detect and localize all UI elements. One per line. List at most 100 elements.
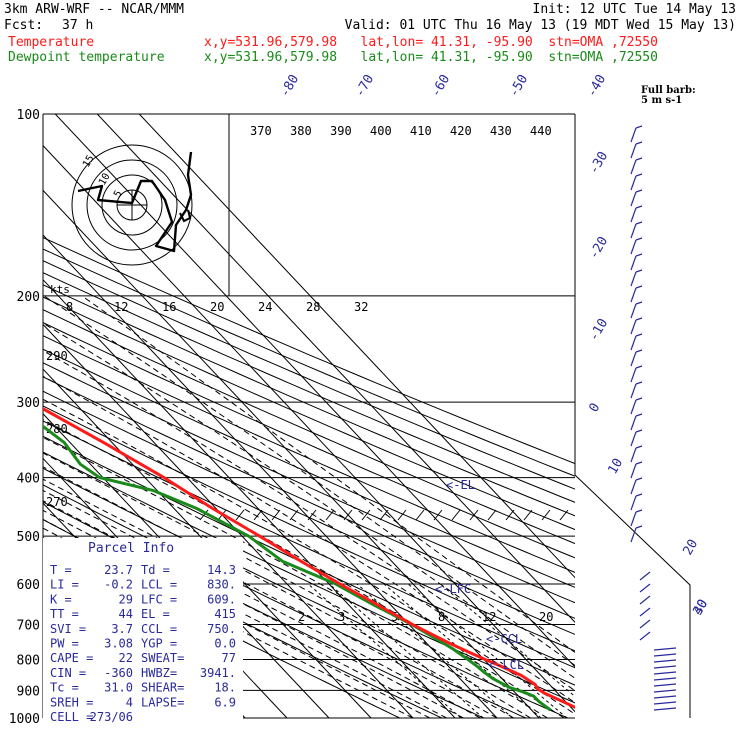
valid-time: Valid: 01 UTC Thu 16 May 13 (19 MDT Wed … — [344, 18, 736, 33]
isotherm — [43, 144, 575, 713]
parcel-marker-lcl: <-LCL — [488, 658, 524, 672]
pressure-tick-label: 700 — [17, 618, 40, 633]
hatch-tick — [559, 509, 569, 521]
wind-barb-flag — [635, 253, 643, 257]
isotherm-label: -10 — [586, 316, 611, 344]
hatch-tick — [379, 509, 389, 521]
wind-barb — [653, 695, 677, 699]
hodograph-ring — [71, 144, 193, 266]
theta-label: 390 — [330, 124, 352, 138]
parcel-marker-ccl: <-CCL — [486, 632, 522, 646]
parcel-row-value: 3.7 — [111, 622, 133, 636]
dry-adiabat — [43, 348, 575, 588]
wind-barb — [630, 319, 637, 335]
isotherm-label: 10 — [605, 456, 626, 477]
mixing-ratio-line — [383, 583, 542, 719]
forecast-hour: 37 h — [62, 18, 94, 33]
theta-label: 380 — [290, 124, 312, 138]
parcel-row-value: 830. — [207, 578, 236, 592]
isotherm — [43, 323, 414, 719]
parcel-row-label: CIN = — [50, 666, 86, 680]
parcel-row-value: 31.0 — [104, 681, 133, 695]
mixing-ratio-line — [328, 583, 484, 719]
mixing-ratio-label: 8 — [66, 300, 73, 314]
parcel-row-value: 18. — [214, 681, 236, 695]
wind-barb — [653, 659, 677, 663]
isotherm-label: -20 — [586, 234, 611, 262]
hatch-tick — [596, 510, 604, 520]
hatch-tick — [235, 509, 245, 521]
hatch-tick — [307, 509, 317, 521]
hatch-tick — [199, 509, 209, 521]
wind-barb — [630, 399, 637, 415]
hatch-tick — [361, 509, 371, 521]
parcel-row-value: 23.7 — [104, 563, 133, 577]
hatch-tick — [523, 509, 533, 521]
theta-label: 440 — [530, 124, 552, 138]
mixing-ratio-line — [307, 583, 462, 719]
wind-barb — [630, 495, 637, 511]
wind-barb — [653, 683, 677, 687]
wind-barb — [630, 351, 637, 367]
wind-barb — [630, 207, 637, 223]
parcel-row-value: 6.9 — [214, 695, 236, 709]
wind-barb — [653, 707, 677, 711]
wind-barb-flag — [635, 525, 643, 529]
isotherm — [43, 189, 540, 719]
parcel-row-label: PW = — [50, 637, 79, 651]
parcel-row-label: LAPSE= — [141, 695, 184, 709]
wind-barb-flag — [635, 349, 643, 353]
right-axis-lower — [574, 474, 691, 718]
hodograph-ring-label-10: 10 — [97, 172, 113, 188]
isotherm — [54, 114, 575, 668]
isotherm — [138, 114, 575, 579]
wind-barb — [630, 527, 637, 543]
barb-legend-line1: Full barb: — [641, 85, 696, 96]
pressure-tick-label: 300 — [17, 396, 40, 411]
wind-barb-flag — [635, 429, 643, 433]
hatch-tick — [505, 509, 515, 521]
isotherm-label: 40 — [690, 597, 711, 618]
wind-barb-flag — [635, 173, 643, 177]
parcel-row-label: LCL = — [141, 578, 177, 592]
moist-adiabat — [43, 419, 565, 719]
hatch-tick — [578, 510, 586, 520]
hatch-tick — [271, 509, 281, 521]
wind-barb — [630, 223, 637, 239]
isotherm-label: -50 — [506, 72, 531, 100]
dry-adiabat — [43, 390, 575, 635]
dry-adiabat — [43, 376, 575, 619]
parcel-row-value: -0.2 — [104, 578, 133, 592]
wind-barb-flag — [635, 381, 643, 385]
wind-barb — [639, 607, 651, 617]
wind-barb-flag — [635, 397, 643, 401]
pressure-tick-label: 200 — [17, 290, 40, 305]
hatch-tick — [541, 509, 551, 521]
mixing-ratio-line — [407, 583, 568, 719]
parcel-row-value: 22 — [119, 651, 133, 665]
wind-barb — [639, 571, 651, 581]
barb-legend: Full barb: 5 m s-1 — [641, 85, 696, 106]
parcel-row-label: CELL = — [50, 710, 93, 724]
dry-adiabat — [43, 335, 575, 573]
hatch-tick — [253, 509, 263, 521]
hatch-tick — [343, 509, 353, 521]
parcel-row-label: Tc = — [50, 681, 79, 695]
theta-left-label: 270 — [46, 495, 68, 509]
mixing-ratio-line — [356, 583, 513, 719]
pressure-tick-label: 1000 — [9, 712, 40, 727]
pressure-tick-label: 600 — [17, 578, 40, 593]
wind-barb — [630, 143, 637, 159]
wind-barb-flag — [635, 333, 643, 337]
parcel-row-value: 14.3 — [207, 563, 236, 577]
wind-barb — [630, 511, 637, 527]
wind-barb — [639, 583, 651, 593]
wind-barb-flag — [635, 237, 643, 241]
dry-adiabat — [43, 362, 575, 604]
wind-barb — [630, 431, 637, 447]
hatch-tick — [487, 509, 497, 521]
dry-adiabat — [43, 260, 575, 490]
theta-label: 420 — [450, 124, 472, 138]
wind-barb-flag — [635, 509, 643, 513]
mixing-ratio-label: 32 — [354, 300, 368, 314]
